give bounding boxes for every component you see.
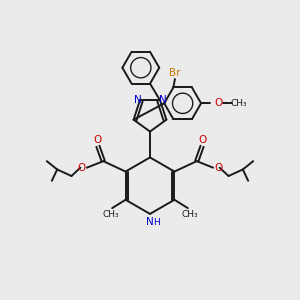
Text: N: N xyxy=(134,95,141,105)
Text: CH₃: CH₃ xyxy=(102,210,119,219)
Text: N: N xyxy=(146,217,154,227)
Text: O: O xyxy=(94,135,102,145)
Text: H: H xyxy=(153,218,160,227)
Text: Br: Br xyxy=(169,68,181,78)
Text: N: N xyxy=(159,95,167,105)
Text: O: O xyxy=(77,163,86,173)
Text: O: O xyxy=(214,163,223,173)
Text: CH₃: CH₃ xyxy=(181,210,198,219)
Text: CH₃: CH₃ xyxy=(231,99,248,108)
Text: O: O xyxy=(214,98,222,108)
Text: O: O xyxy=(198,135,206,145)
